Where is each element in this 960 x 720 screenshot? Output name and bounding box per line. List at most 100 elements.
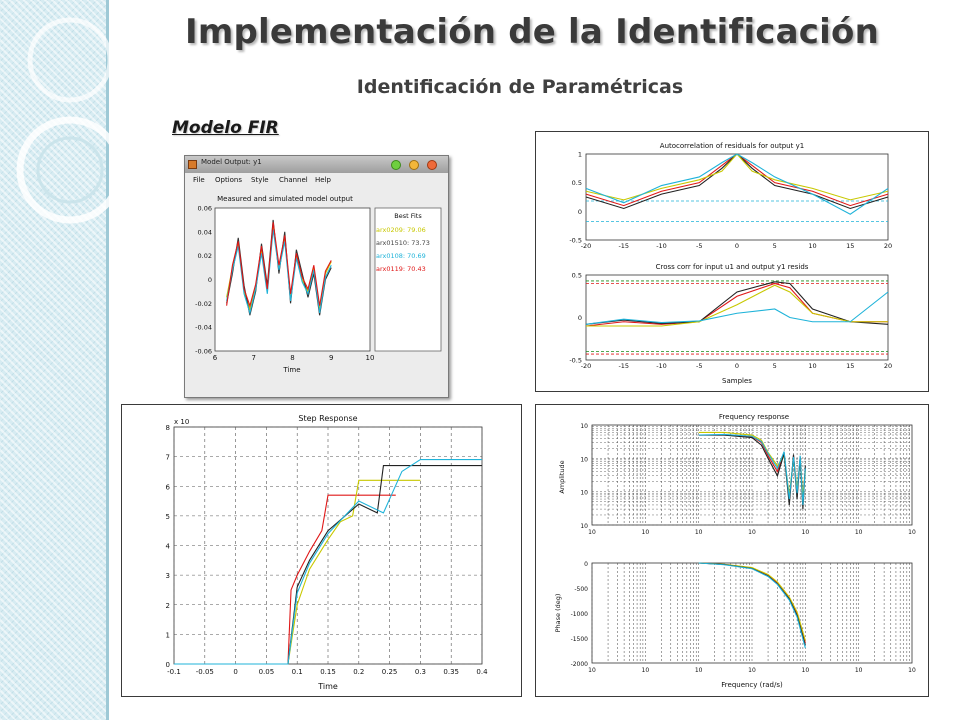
y-tick-label: 1: [578, 151, 582, 159]
step-axes: [173, 426, 483, 665]
x-tick-label: 10: [588, 529, 596, 536]
freq-phase-xlabel: Frequency (rad/s): [721, 681, 783, 689]
window-title: Model Output: y1: [201, 158, 262, 166]
x-tick-label: 10: [748, 667, 756, 674]
step-xlabel: Time: [317, 682, 338, 691]
x-tick-label: 10: [802, 529, 810, 536]
model-label: Modelo FIR: [172, 118, 279, 138]
x-tick-label: 0.2: [353, 668, 364, 676]
slide-title: Implementación de la Identificación: [185, 12, 879, 52]
y-tick-label: 6: [166, 483, 171, 491]
freq-phase-content: 10 10 10 10 10 10 10 0 -500 -1000 -1500 -2000: [571, 561, 916, 674]
model-plot-xlabel: Time: [282, 366, 300, 374]
y-tick-label: -0.5: [569, 237, 582, 245]
x-tick-label: 0.25: [382, 668, 398, 676]
x-tick-label: 0.35: [443, 668, 459, 676]
y-tick-label: 0: [166, 661, 170, 669]
x-tick-label: 0.1: [292, 668, 303, 676]
frequency-response-figure: Frequency response 10 10 10 10 10 10 10 10 10 10 1…: [535, 404, 929, 697]
close-button[interactable]: [427, 160, 437, 170]
y-tick-label: -0.04: [195, 324, 212, 332]
y-tick-label: 0: [578, 208, 582, 216]
series-line: [585, 281, 889, 325]
x-tick-label: 10: [802, 667, 810, 674]
crosscorr-content: -20 -15 -10 -5 0 5 10 15 20 0.5 0 -0.5: [569, 272, 892, 371]
minimize-button[interactable]: [409, 160, 419, 170]
x-tick-label: 10: [588, 667, 596, 674]
x-tick-label: -5: [696, 242, 702, 250]
y-tick-label: 0.5: [572, 179, 582, 187]
y-tick-label: -1000: [571, 611, 589, 618]
y-tick-label: 10: [580, 523, 588, 530]
window-titlebar: Model Output: y1: [185, 156, 448, 173]
menu-style[interactable]: Style: [251, 176, 269, 184]
x-tick-label: 10: [366, 354, 375, 362]
phase-line: [698, 562, 806, 649]
x-tick-label: 6: [213, 354, 218, 362]
x-tick-label: 20: [884, 362, 892, 370]
menu-options[interactable]: Options: [215, 176, 243, 184]
legend-item[interactable]: arx01510: 73.73: [376, 239, 430, 247]
step-content: -0.1 -0.05 0 0.05 0.1 0.15 0.2 0.25 0.3 0.35 0.4 0 1…: [166, 424, 489, 676]
freq-title: Frequency response: [719, 413, 789, 421]
legend-item[interactable]: arx0108: 70.69: [376, 252, 426, 260]
x-tick-label: -20: [581, 242, 592, 250]
step-title: Step Response: [298, 414, 357, 423]
crosscorr-xlabel: Samples: [722, 377, 752, 385]
model-output-plot: Measured and simulated model output 6 7 8 9…: [195, 195, 442, 374]
autocorr-content: -20 -15 -10 -5 0 5 10 15 20 1 0.5 0 -0.5: [569, 151, 892, 251]
series-line: [226, 222, 332, 308]
x-tick-label: 10: [808, 362, 816, 370]
x-tick-label: -10: [656, 362, 667, 370]
y-tick-label: -0.06: [195, 348, 212, 356]
x-tick-label: -0.05: [196, 668, 214, 676]
menu-help[interactable]: Help: [315, 176, 331, 184]
y-tick-label: 0: [208, 276, 212, 284]
freq-phase-ylabel: Phase (deg): [554, 594, 562, 633]
menu-file[interactable]: File: [193, 176, 205, 184]
series-line: [226, 229, 332, 315]
model-plot-series: [226, 219, 332, 316]
x-tick-label: 0: [735, 242, 739, 250]
x-tick-label: 10: [748, 529, 756, 536]
legend-item[interactable]: arx0209: 79.06: [376, 226, 426, 234]
menu-channel[interactable]: Channel: [279, 176, 308, 184]
x-tick-label: 0.15: [320, 668, 336, 676]
y-tick-label: -0.5: [569, 357, 582, 365]
crosscorr-axes: [585, 274, 889, 361]
x-tick-label: 0: [233, 668, 237, 676]
correlation-svg: Autocorrelation of residuals for output …: [569, 142, 892, 385]
autocorr-title: Autocorrelation of residuals for output …: [660, 142, 804, 150]
y-tick-label: 0: [578, 314, 582, 322]
x-tick-label: 9: [329, 354, 333, 362]
maximize-button[interactable]: [391, 160, 401, 170]
step-series-line: [174, 459, 482, 665]
x-tick-label: 7: [252, 354, 256, 362]
frequency-response-svg: Frequency response 10 10 10 10 10 10 101010101…: [554, 413, 916, 689]
x-tick-label: -20: [581, 362, 592, 370]
y-tick-label: 7: [166, 454, 170, 462]
y-tick-label: 1: [166, 631, 170, 639]
legend-title: Best Fits: [394, 212, 422, 220]
model-plot-title: Measured and simulated model output: [217, 195, 353, 203]
step-response-figure: Step Response x 10 -0.1 -0.05 0 0.05 0.1 0.15…: [121, 404, 522, 697]
y-tick-label: 2: [166, 602, 170, 610]
slide-subtitle: Identificación de Paramétricas: [356, 76, 684, 98]
best-fits-legend: [374, 207, 442, 352]
y-tick-label: -2000: [571, 661, 589, 668]
x-tick-label: 20: [884, 242, 892, 250]
series-line: [585, 153, 889, 215]
x-tick-label: 10: [855, 667, 863, 674]
correlation-figure: Autocorrelation of residuals for output …: [535, 131, 929, 392]
model-plot-ticks: 6 7 8 9 10 0.06 0.04 0.02 0 -0.02 -0.04 -0.06: [195, 205, 374, 363]
series-line: [585, 291, 889, 325]
step-y-multiplier: x 10: [174, 418, 189, 426]
y-tick-label: -500: [574, 586, 588, 593]
x-tick-label: -0.1: [167, 668, 181, 676]
y-tick-label: 8: [166, 424, 170, 432]
x-tick-label: 10: [908, 667, 916, 674]
x-tick-label: 10: [695, 529, 703, 536]
legend-item[interactable]: arx0119: 70.43: [376, 265, 426, 273]
x-tick-label: 15: [846, 362, 854, 370]
y-tick-label: 5: [166, 513, 170, 521]
